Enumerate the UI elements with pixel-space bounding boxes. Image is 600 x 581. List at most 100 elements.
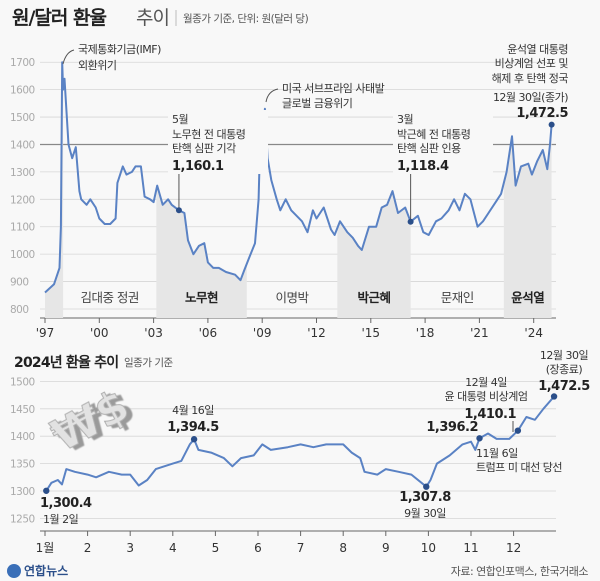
subprime-annotation-line2: 글로벌 금융위기 [282, 97, 352, 110]
x-tick-label: '03 [144, 326, 163, 340]
subprime-annotation-line1: 미국 서브프라임 사태발 [282, 82, 385, 95]
bottom-chart-annotations: 1,300.4 1월 2일 4월 16일 1,394.5 1,307.8 9월 … [40, 348, 591, 526]
yoon-marker [548, 121, 555, 128]
roh-annotation-line3: 탄핵 심판 기각 [172, 142, 236, 155]
roh-annotation: 5월 노무현 전 대통령 탄핵 심판 기각 1,160.1 [168, 110, 268, 174]
bottom-chart-series [43, 393, 558, 494]
x-tick-label: 8 [339, 541, 347, 555]
dec4-event: 윤 대통령 비상계엄 [445, 390, 528, 403]
roh-annotation-line2: 노무현 전 대통령 [172, 128, 245, 141]
source-note: 자료: 연합인포맥스, 한국거래소 [451, 565, 589, 578]
x-tick-label: 10 [421, 541, 436, 555]
currency-graphic: ₩$ [43, 379, 138, 462]
x-tick-label: 11 [463, 541, 478, 555]
sep-value: 1,307.8 [399, 490, 451, 505]
nov-event: 트럼프 미 대선 당선 [476, 461, 562, 474]
apr-value: 1,394.5 [167, 420, 219, 435]
subprime-leader-line [265, 88, 279, 103]
park-annotation: 3월 박근혜 전 대통령 탄핵 심판 인용 1,118.4 [393, 110, 493, 174]
sep-date: 9월 30일 [404, 506, 446, 520]
x-tick-label: 1월 [36, 541, 55, 555]
dec4-value: 1,410.1 [464, 407, 516, 422]
dec30-marker [550, 393, 558, 400]
x-tick-label: '12 [307, 326, 326, 340]
logo-mark-icon [7, 564, 21, 578]
sep-marker [423, 483, 430, 490]
y-tick-label: 1600 [10, 85, 35, 97]
y-tick-label: 1400 [10, 431, 35, 443]
park-annotation-value: 1,118.4 [397, 159, 449, 174]
bottom-chart-subtitle: 일종가 기준 [124, 356, 173, 369]
exchange-rate-line [44, 61, 553, 294]
yoon-annotation-line1: 윤석열 대통령 [507, 43, 568, 56]
roh-annotation-value: 1,160.1 [172, 159, 224, 174]
y-tick-label: 1450 [10, 404, 35, 416]
x-tick-label: 5 [212, 541, 220, 555]
top-chart-era-labels: 김대중 정권 노무현 이명박 박근혜 문재인 윤석열 [80, 290, 544, 305]
x-tick-label: 3 [126, 541, 134, 555]
page-title: 원/달러 환율 [12, 7, 106, 29]
x-tick-label: '24 [524, 326, 543, 340]
x-tick-label: 9 [382, 541, 390, 555]
era-label: 박근혜 [357, 290, 390, 305]
jan-value: 1,300.4 [40, 496, 92, 511]
park-annotation-line2: 박근혜 전 대통령 [397, 128, 470, 141]
x-tick-label: 7 [297, 541, 305, 555]
park-annotation-line3: 탄핵 심판 인용 [397, 142, 461, 155]
era-label: 문재인 [441, 290, 474, 305]
apr-marker [190, 436, 198, 443]
page-title-suffix: 추이 [136, 7, 169, 29]
x-tick-label: '00 [90, 326, 109, 340]
y-tick-label: 1500 [10, 376, 35, 388]
x-tick-label: 2 [84, 541, 92, 555]
yoon-annotation: 윤석열 대통령 비상계엄 선포 및 해제 후 탄핵 정국 12월 30일(종가)… [492, 43, 569, 121]
bottom-chart-grid: 1500 1450 1400 1350 1300 1250 1월 2 3 4 5 6 7 8 9 10 11 12 [10, 376, 556, 555]
nov-date: 11월 6일 [476, 446, 518, 460]
era-shade [156, 62, 247, 318]
y-tick-label: 1400 [10, 139, 35, 151]
era-label: 김대중 정권 [80, 290, 138, 305]
era-label: 이명박 [276, 290, 310, 305]
y-tick-label: 1700 [10, 57, 35, 69]
x-tick-label: 6 [254, 541, 262, 555]
y-tick-label: 1200 [10, 194, 35, 206]
x-tick-label: '97 [36, 326, 55, 340]
y-tick-label: 1000 [10, 249, 35, 261]
y-tick-label: 900 [10, 277, 29, 289]
x-tick-label: '18 [416, 326, 435, 340]
x-tick-label: '21 [470, 326, 489, 340]
page-subtitle: 월종가 기준, 단위: 원(달러 당) [183, 12, 309, 25]
yoon-annotation-date: 12월 30일(종가) [493, 90, 568, 104]
nov-value: 1,396.2 [426, 420, 478, 435]
x-tick-label: 4 [169, 541, 177, 555]
daily-rate-line [45, 395, 555, 492]
imf-leader-line [62, 49, 75, 65]
y-tick-label: 1100 [10, 222, 35, 234]
park-annotation-line1: 3월 [397, 113, 413, 126]
x-tick-label: '06 [199, 326, 218, 340]
era-label: 윤석열 [511, 290, 544, 305]
imf-annotation-line2: 외환위기 [78, 59, 116, 72]
x-tick-label: 12 [506, 541, 521, 555]
jan-marker [43, 487, 50, 494]
y-tick-label: 1300 [10, 167, 35, 179]
jan-date: 1월 2일 [43, 512, 79, 526]
x-tick-label: '15 [362, 326, 381, 340]
apr-date: 4월 16일 [172, 403, 214, 417]
nov-marker [476, 435, 483, 442]
imf-annotation-line1: 국제통화기금(IMF) [78, 43, 161, 56]
yoon-annotation-line2: 비상계엄 선포 및 [495, 57, 569, 70]
y-tick-label: 1250 [10, 513, 35, 525]
logo: 연합뉴스 [7, 563, 68, 578]
dec30-value: 1,472.5 [538, 379, 590, 394]
park-marker [407, 218, 414, 225]
yoon-annotation-value: 1,472.5 [516, 106, 568, 121]
yoon-annotation-line3: 해제 후 탄핵 정국 [492, 71, 569, 85]
dec30-note: (장종료) [546, 363, 583, 376]
top-chart-series [44, 61, 555, 294]
won-dollar-icon: ₩$ [43, 380, 137, 462]
roh-marker [175, 207, 182, 214]
y-tick-label: 1300 [10, 486, 35, 498]
